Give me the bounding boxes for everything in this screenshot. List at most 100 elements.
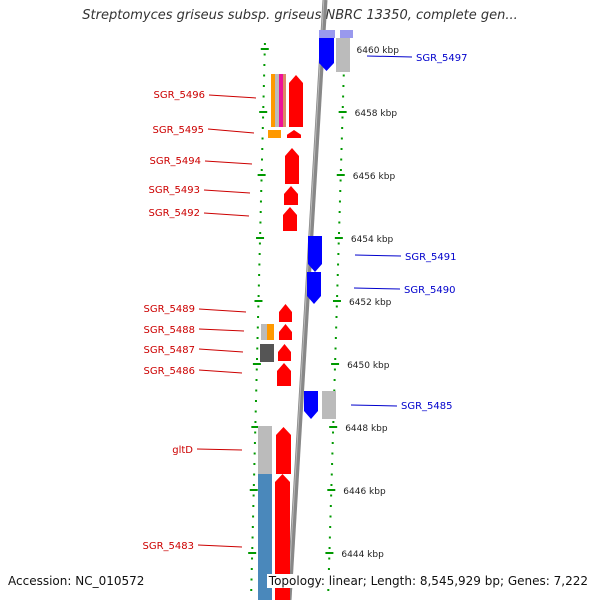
- gene-leader-line: [198, 328, 245, 332]
- scale-dot: [331, 452, 334, 455]
- gene-leader-line: [198, 369, 243, 374]
- scale-dot: [328, 536, 331, 539]
- scale-dot: [332, 431, 335, 434]
- scale-dot: [331, 442, 334, 444]
- scale-dot: [262, 116, 265, 119]
- scale-dot: [250, 589, 253, 591]
- reverse-gene-arrow: [319, 38, 334, 71]
- length-label: Length:: [370, 574, 417, 588]
- gene-labels: SGR_5496 SGR_5495 SGR_5494 SGR_5493 SGR_5492…: [143, 53, 468, 552]
- genes-value: 7,222: [553, 574, 588, 588]
- scale-dot: [256, 347, 259, 350]
- gene-label: SGR_5485: [401, 401, 453, 412]
- scale-label: 6450 kbp: [347, 361, 390, 371]
- scale-dot: [328, 557, 331, 560]
- right-scale-ticks: [325, 43, 349, 591]
- gene-leader-line: [350, 404, 398, 407]
- scale-dot: [332, 421, 335, 423]
- scale-dot: [341, 116, 344, 119]
- feature-block: [322, 391, 336, 419]
- left-scale-ticks: [248, 43, 269, 591]
- scale-dot: [329, 515, 332, 518]
- scale-dot: [262, 106, 265, 108]
- scale-dot: [328, 547, 331, 549]
- forward-gene-arrow: [289, 75, 303, 127]
- feature-block: [271, 74, 275, 127]
- scale-dot: [259, 211, 262, 213]
- feature-block: [283, 74, 286, 127]
- scale-dot: [255, 389, 258, 392]
- scale-dot: [337, 242, 340, 245]
- map-title: Streptomyces griseus subsp. griseus NBRC…: [82, 8, 518, 23]
- scale-dot: [338, 211, 341, 213]
- scale-dot: [334, 358, 337, 360]
- gene-leader-line: [354, 254, 402, 257]
- scale-dot: [340, 148, 343, 150]
- backbone-highlight: [287, 0, 325, 600]
- scale-dot: [253, 473, 256, 476]
- feature-block: [268, 130, 281, 138]
- gene-leader-line: [203, 189, 251, 194]
- scale-dot: [339, 190, 342, 192]
- topology-label: Topology:: [268, 574, 325, 588]
- reverse-gene-arrow: [308, 236, 322, 272]
- reverse-gene-arrow: [307, 272, 321, 304]
- scale-dot: [331, 463, 334, 465]
- scale-dot: [261, 158, 264, 161]
- forward-gene-arrow: [283, 207, 297, 231]
- scale-dot: [258, 253, 261, 255]
- scale-dot: [259, 221, 262, 224]
- scale-dot: [252, 484, 255, 486]
- feature-block: [279, 74, 283, 127]
- gene-label: SGR_5483: [143, 541, 195, 552]
- scale-dot: [250, 578, 253, 581]
- scale-label: 6460 kbp: [357, 46, 400, 56]
- scale-dot: [263, 53, 266, 56]
- scale-dot: [258, 274, 261, 276]
- scale-dot: [250, 568, 253, 570]
- scale-dot: [256, 337, 259, 339]
- accession-label: Accession:: [8, 574, 72, 588]
- scale-dot: [333, 389, 336, 392]
- gene-leader-line: [207, 128, 255, 134]
- scale-dot: [252, 515, 255, 518]
- genes-label: Genes:: [507, 574, 550, 588]
- scale-dot: [251, 536, 254, 539]
- scale-dot: [252, 505, 255, 507]
- scale-dot: [327, 568, 330, 570]
- scale-dot: [341, 106, 344, 108]
- gene-leader-line: [197, 544, 243, 548]
- scale-dot: [338, 200, 341, 203]
- scale-dot: [330, 484, 333, 486]
- scale-dot: [258, 263, 261, 266]
- gene-leader-line: [198, 308, 247, 313]
- length-value: 8,545,929 bp: [419, 574, 500, 588]
- accession-footer: Accession: NC_010572: [8, 574, 144, 588]
- scale-dot: [333, 368, 336, 371]
- scale-dot: [342, 85, 345, 87]
- scale-dot: [257, 305, 260, 308]
- genome-summary-footer: Topology: linear; Length: 8,545,929 bp; …: [266, 574, 590, 588]
- scale-dot: [259, 232, 262, 234]
- scale-label: 6452 kbp: [349, 298, 392, 308]
- scale-dot: [253, 452, 256, 455]
- feature-block: [267, 324, 274, 340]
- gene-leader-line: [203, 212, 250, 217]
- gene-label: SGR_5497: [416, 53, 468, 64]
- scale-dot: [257, 295, 260, 297]
- scale-dot: [251, 547, 254, 549]
- scale-labels: 6460 kbp 6458 kbp 6456 kbp 6454 kbp 6452 kbp…: [341, 46, 399, 560]
- scale-dot: [342, 95, 345, 98]
- forward-gene-arrow: [278, 344, 291, 361]
- gene-label: gltD: [172, 445, 193, 456]
- scale-dot: [263, 43, 266, 45]
- feature-block: [340, 30, 353, 38]
- scale-dot: [262, 95, 265, 98]
- scale-dot: [254, 400, 257, 402]
- gene-label: SGR_5492: [149, 208, 201, 219]
- gene-leader-line: [204, 160, 253, 165]
- scale-dot: [329, 526, 332, 528]
- gene-leader-line: [208, 94, 257, 99]
- scale-dot: [263, 64, 266, 66]
